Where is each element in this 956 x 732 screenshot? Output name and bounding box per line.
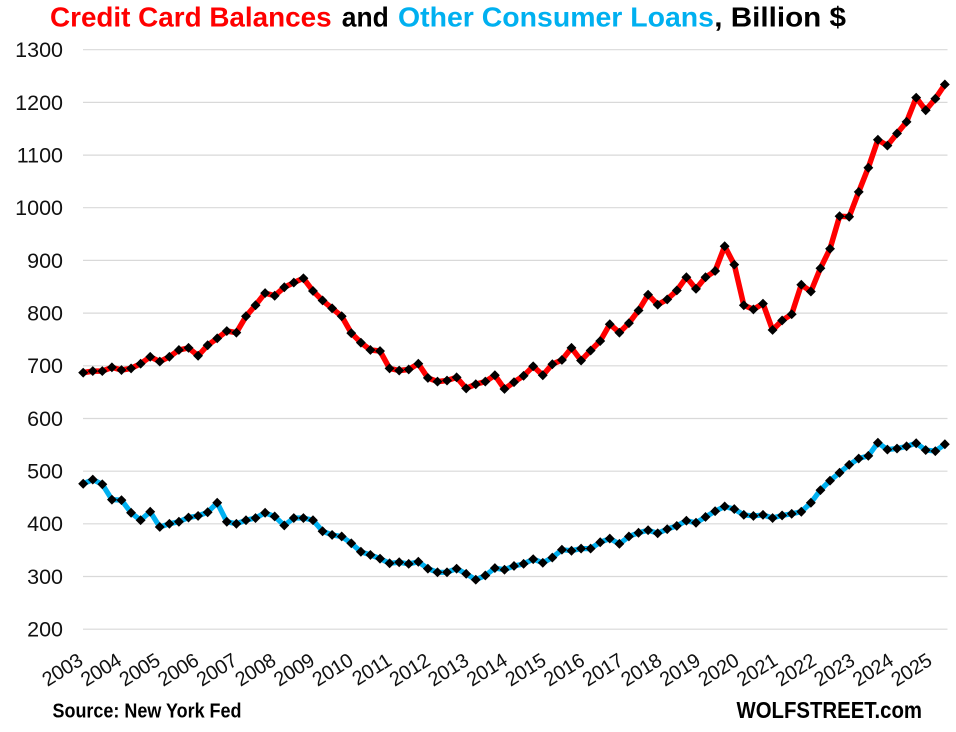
svg-text:800: 800: [27, 302, 63, 326]
svg-text:700: 700: [27, 354, 63, 378]
svg-text:1200: 1200: [15, 91, 63, 115]
svg-text:500: 500: [27, 460, 63, 484]
svg-text:300: 300: [27, 565, 63, 589]
svg-text:Source: New York Fed: Source: New York Fed: [53, 701, 242, 723]
svg-text:1300: 1300: [15, 38, 63, 62]
svg-text:900: 900: [27, 249, 63, 273]
svg-text:and: and: [342, 2, 389, 33]
svg-text:400: 400: [27, 512, 63, 536]
svg-text:1000: 1000: [15, 196, 63, 220]
svg-text:1100: 1100: [17, 144, 63, 168]
svg-text:600: 600: [27, 407, 63, 431]
svg-text:, Billion $: , Billion $: [714, 2, 846, 33]
svg-text:Credit Card Balances: Credit Card Balances: [50, 2, 332, 33]
svg-text:WOLFSTREET.com: WOLFSTREET.com: [737, 697, 923, 723]
svg-text:Other Consumer Loans: Other Consumer Loans: [398, 2, 714, 33]
svg-text:200: 200: [27, 618, 63, 642]
